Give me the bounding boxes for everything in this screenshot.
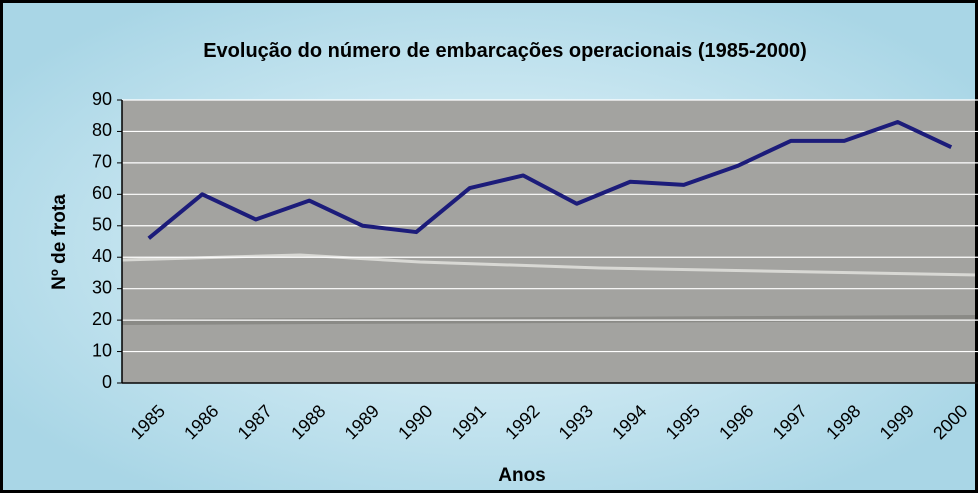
y-tick-label: 0 [102,372,112,392]
y-tick-label: 20 [92,309,112,329]
y-tick-label: 10 [92,340,112,360]
y-tick-label: 60 [92,183,112,203]
plot-area [122,100,978,383]
y-tick-label: 40 [92,246,112,266]
y-tick-label: 50 [92,215,112,235]
y-tick-label: 80 [92,120,112,140]
y-tick-label: 70 [92,152,112,172]
chart-container: Nº de frota Anos 01020304050607080901985… [0,0,978,493]
y-tick-label: 30 [92,277,112,297]
y-axis-label: Nº de frota [49,194,70,290]
chart: Nº de frota Anos 01020304050607080901985… [0,0,978,493]
x-axis-label: Anos [498,465,546,486]
chart-title: Evolução do número de embarcações operac… [110,36,900,66]
y-tick-label: 90 [92,89,112,109]
